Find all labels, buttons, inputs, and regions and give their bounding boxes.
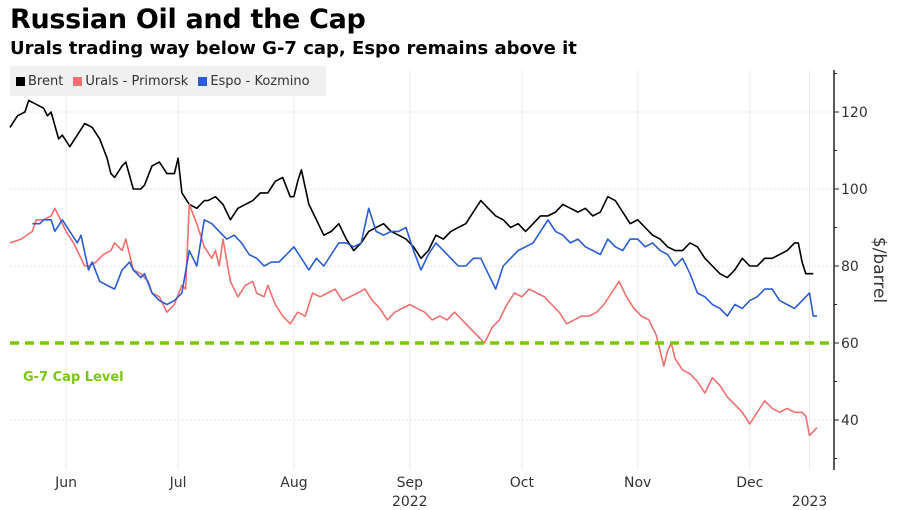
y-axis-label: $/barrel bbox=[869, 237, 889, 303]
legend-swatch-brent bbox=[16, 76, 25, 86]
legend-swatch-espo bbox=[198, 76, 208, 86]
y-tick-label-100: 100 bbox=[841, 182, 868, 198]
annotation-g7-cap-level: G-7 Cap Level bbox=[23, 370, 124, 385]
legend-item-espo: Espo - Kozmino bbox=[198, 73, 310, 89]
legend-swatch-urals bbox=[73, 76, 83, 86]
series-espo-kozmino bbox=[32, 207, 817, 317]
y-tick-label-80: 80 bbox=[841, 259, 859, 275]
x-tick-label-oct: Oct bbox=[510, 475, 535, 491]
legend: Brent Urals - Primorsk Espo - Kozmino bbox=[10, 66, 326, 96]
chart-title: Russian Oil and the Cap bbox=[10, 4, 366, 35]
legend-label-espo: Espo - Kozmino bbox=[210, 73, 310, 89]
y-tick-label-60: 60 bbox=[841, 336, 859, 352]
series-urals-primorsk bbox=[9, 203, 818, 437]
legend-item-brent: Brent bbox=[16, 74, 63, 89]
x-tick-label-dec: Dec bbox=[736, 475, 763, 491]
legend-label-brent: Brent bbox=[28, 73, 64, 89]
legend-label-urals: Urals - Primorsk bbox=[85, 73, 189, 89]
x-tick-label-aug: Aug bbox=[280, 475, 307, 491]
series-brent bbox=[9, 99, 814, 279]
legend-item-urals: Urals - Primorsk bbox=[73, 74, 188, 89]
x-tick-label-jul: Jul bbox=[169, 475, 187, 491]
x-tick-year-2022: 2022 bbox=[392, 494, 428, 510]
x-tick-label-jun: Jun bbox=[54, 475, 77, 491]
y-tick-label-120: 120 bbox=[841, 105, 868, 121]
x-tick-label-nov: Nov bbox=[624, 475, 651, 491]
chart-subtitle: Urals trading way below G-7 cap, Espo re… bbox=[10, 38, 577, 59]
x-tick-label-sep: Sep bbox=[397, 475, 424, 491]
y-tick-label-40: 40 bbox=[841, 413, 859, 429]
x-tick-year-2023: 2023 bbox=[792, 494, 828, 510]
